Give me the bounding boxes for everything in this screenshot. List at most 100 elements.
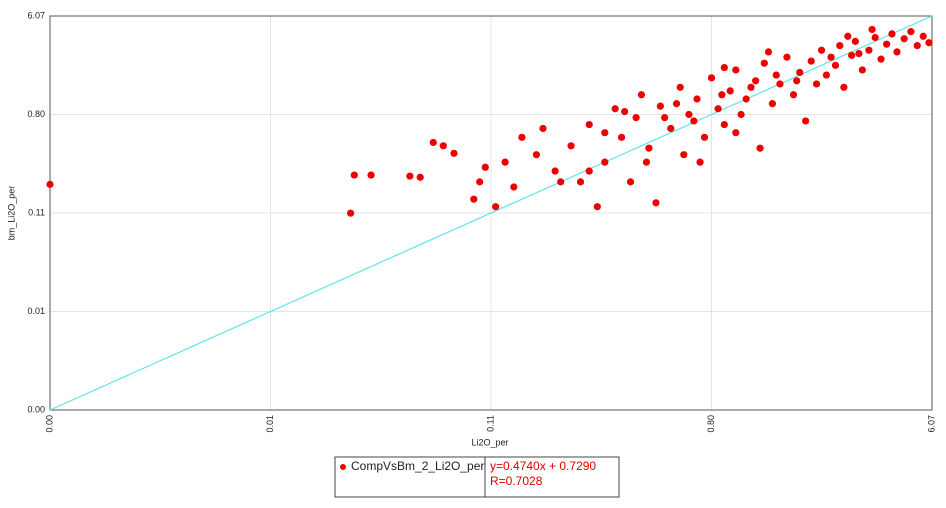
point [585,167,593,175]
point [656,102,664,110]
point [789,91,798,99]
point [764,48,773,56]
point [883,40,891,48]
point [652,199,660,207]
point [822,71,831,79]
point [796,68,804,77]
point [768,100,777,108]
point [700,133,709,141]
plot-frame [49,15,933,411]
point [714,105,722,113]
point [742,95,750,103]
point [645,144,653,152]
point [756,144,764,152]
point [617,133,626,141]
legend-label: CompVsBm_2_Li2O_per [351,459,484,473]
point [919,32,927,40]
point [367,171,375,179]
point [450,149,458,157]
point [871,33,879,42]
point [470,195,478,203]
point [718,91,726,99]
point [626,178,635,186]
point [747,83,755,91]
point [851,37,859,45]
y-axis-label: bm_Li2O_per [6,186,16,241]
point [793,77,801,85]
point [802,117,810,125]
point [501,158,509,166]
point [831,61,840,69]
point [836,42,844,50]
point [848,51,856,59]
point [868,25,876,34]
point [772,71,780,79]
point [551,167,559,175]
point [347,209,355,217]
point [576,178,585,186]
point [812,80,821,88]
point [672,100,681,108]
point [726,87,734,95]
point [760,59,768,67]
point [900,35,908,43]
point [893,48,901,56]
x-tick-label: 0.11 [485,415,495,432]
point [429,138,437,147]
x-tick-label: 6.07 [926,415,936,433]
point [877,55,885,63]
point [696,158,704,166]
point [481,163,489,171]
equation: y=0.4740x + 0.7290 [490,459,596,473]
point [844,32,852,40]
point [925,39,933,47]
point [720,120,728,129]
y-tick-label: 0.11 [28,207,45,217]
point [817,46,826,54]
point [416,173,424,181]
y-tick-label: 0.01 [27,306,45,316]
point [913,42,921,50]
point [752,77,760,85]
x-tick-label: 0.00 [44,415,54,433]
point [611,105,619,113]
point [585,120,593,129]
r-value: R=0.7028 [490,474,543,488]
point [406,172,414,180]
point [858,66,866,74]
point [680,151,688,159]
point [642,158,651,166]
point [567,142,575,150]
point [46,180,54,188]
x-tick-label: 0.80 [706,415,716,433]
point [720,63,728,72]
point [539,124,547,133]
y-tick-label: 0.00 [27,404,45,414]
point [637,91,646,99]
legend-box [334,456,620,498]
point [827,53,835,61]
point [621,107,629,116]
point [661,114,669,122]
point [557,178,565,186]
point [492,203,500,211]
point [690,117,698,125]
x-tick-label: 0.01 [265,415,275,433]
point [907,28,915,36]
point [855,50,863,58]
point [439,142,447,150]
point [865,46,873,54]
x-axis-label: Li2O_per [471,437,508,447]
point [693,95,701,103]
point [732,129,740,137]
identity-line [49,15,933,411]
point [776,80,784,88]
y-tick-label: 6.07 [27,10,45,20]
legend-marker [340,464,346,470]
point [518,133,526,141]
point [601,158,609,166]
point [476,178,484,186]
point [667,124,675,133]
